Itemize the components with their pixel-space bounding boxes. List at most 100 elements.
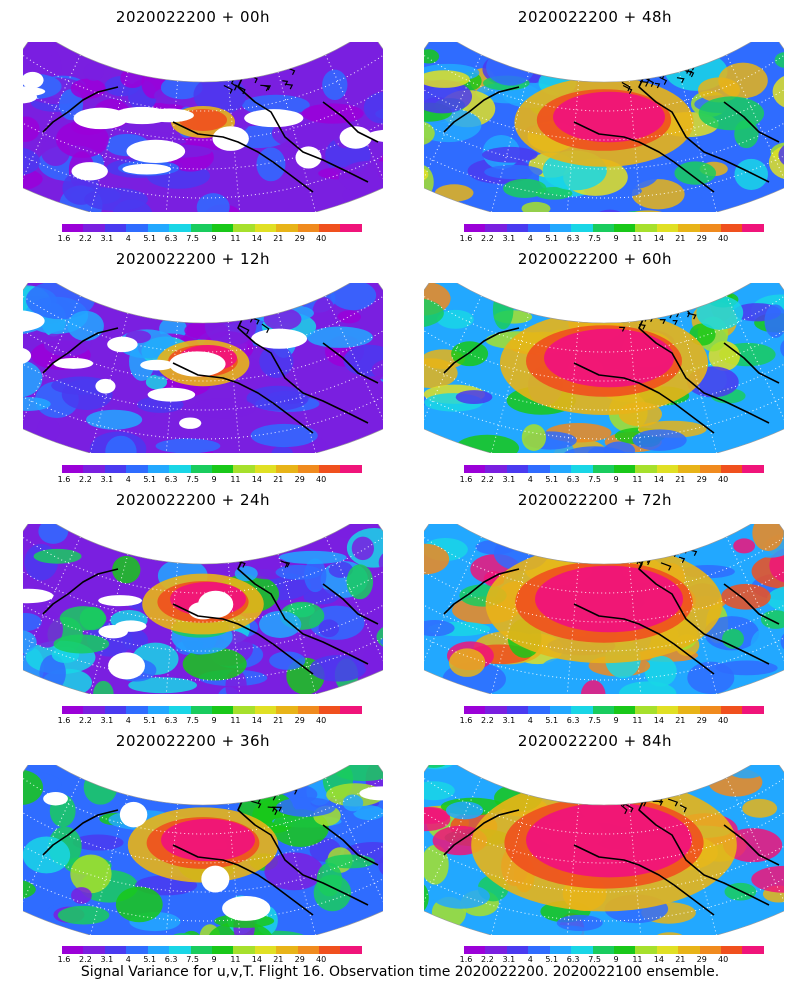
field-blob [84,187,148,211]
colorbar-tick-label: 1.6 [459,234,473,243]
longitude-line [628,562,643,694]
colorbar-swatch [613,465,636,473]
longitude-line [227,562,242,694]
longitude-line [628,321,643,453]
coastline [443,779,780,916]
longitude-line [628,80,643,212]
colorbar-tick-label: 40 [316,475,327,484]
field-blob [632,429,687,451]
longitude-line [164,321,179,453]
field-blob [445,801,484,820]
colorbar-tick-label: 2.2 [79,955,92,964]
colorbar-tick-label: 14 [251,955,262,964]
island-outline [268,305,275,311]
field-blob [424,543,450,575]
island-outline [253,303,260,311]
field-blob [722,828,783,863]
colorbar-swatch [678,224,700,232]
colorbar-tick-label: 9 [613,716,619,725]
panel-title-84h: 2020022200 + 84h [517,732,673,750]
island-outline [672,305,680,311]
field-blob [767,585,784,613]
longitude-line [89,553,129,694]
island-outline [254,291,262,297]
colorbar-ticks-48h: 1.6 2.2 3.1 4 5.1 6.3 7.5 9 11 14 21 29 40 [460,234,764,244]
colorbar-tick-label: 4 [125,955,131,964]
latitude-line [424,317,784,382]
map-frame [424,42,784,212]
colorbar-swatch [297,946,320,954]
colorbar-swatch [699,946,722,954]
island-outline [678,556,686,564]
colorbar-48h [464,224,764,232]
island-outline [620,804,628,815]
field-blob [335,765,383,782]
island-outline [238,69,244,77]
colorbar-swatch [83,946,105,954]
field-blob [363,92,383,124]
colorbar-tick-label: 3.1 [502,475,516,484]
panel-title-12h: 2020022200 + 12h [115,250,271,268]
colorbar-tick-label: 11 [230,475,241,484]
colorbar-tick-label: 3.1 [100,234,114,243]
colorbar-tick-label: 40 [718,234,729,243]
colorbar-swatch [126,706,148,714]
latitude-line [424,76,784,141]
latitude-line [23,124,383,199]
coastline [443,297,780,434]
island-outline [230,771,242,777]
colorbar-swatch [254,706,277,714]
colorbar-tick-label: 14 [653,955,664,964]
longitude-line [490,553,530,694]
latitude-line [23,76,383,141]
colorbar-tick-label: 2.2 [481,955,494,964]
colorbar-swatch [233,224,255,232]
longitude-line [164,803,179,935]
coastline [42,56,379,193]
field-blob [86,409,143,430]
longitude-line [726,295,784,428]
no-data-area [98,595,142,607]
colorbar-swatch [549,465,572,473]
field-blob [482,146,538,163]
colorbar-swatch [276,224,298,232]
island-outline [234,293,241,303]
colorbar-tick-label: 40 [718,716,729,725]
colorbar-swatch [190,706,212,714]
island-outline [659,319,666,325]
island-outline [267,806,276,812]
field-blob [424,358,458,388]
colorbar-swatch [721,465,743,473]
colorbar-swatch [721,706,743,714]
colorbar-swatch [485,706,507,714]
field-blob [246,385,309,411]
latitude-line [23,558,383,623]
coastline [42,297,379,434]
colorbar-tick-label: 1.6 [57,955,71,964]
field-blob [674,161,717,185]
no-data-area [222,895,271,921]
island-outline [650,47,661,56]
colorbar-tick-label: 5.1 [545,475,559,484]
field-blob [733,538,756,554]
field-blob [760,610,784,629]
colorbar-swatch [528,946,550,954]
colorbar-swatch [297,706,320,714]
map-frame [424,765,784,935]
island-outline [271,806,278,816]
island-outline [281,290,290,299]
colorbar-tick-label: 9 [613,955,619,964]
latitude-line [23,606,383,681]
colorbar-swatch [319,706,341,714]
field-blob [521,201,551,212]
field-blob [241,94,310,116]
colorbar-swatch [549,946,572,954]
longitude-line [164,562,179,694]
field-blob [23,116,40,142]
colorbar-swatch [319,224,341,232]
colorbar-swatch [528,465,550,473]
no-data-area [43,792,68,806]
island-outline [679,804,687,813]
island-outline [248,298,257,305]
colorbar-tick-label: 1.6 [57,716,71,725]
